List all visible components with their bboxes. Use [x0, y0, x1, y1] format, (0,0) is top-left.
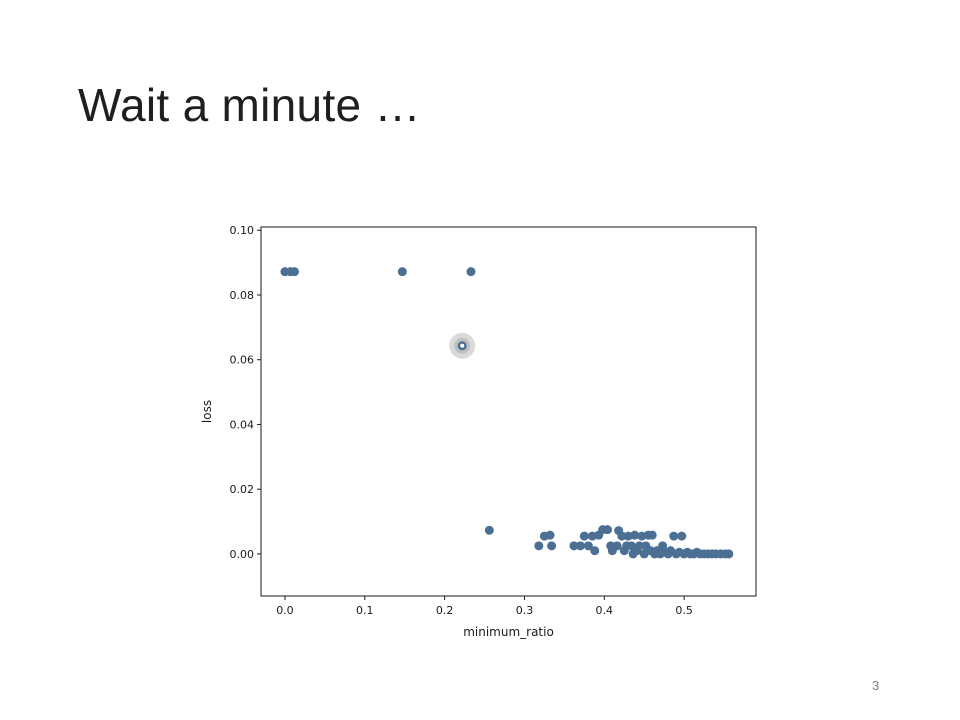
axes-layer: 0.0 0.1 0.2 0.3 0.4 0.5 0.00 0.02 0.04 0.06 0.08 0.… [200, 224, 757, 639]
plot-frame [260, 226, 757, 597]
data-point [634, 541, 644, 551]
data-point [612, 541, 622, 551]
data-point [290, 267, 300, 277]
x-tick-label: 0.4 [596, 604, 614, 617]
y-tick-label: 0.10 [230, 224, 255, 237]
x-tick-label: 0.5 [675, 604, 693, 617]
data-point [630, 530, 640, 540]
slide-title: Wait a minute … [78, 79, 421, 131]
data-point [590, 546, 600, 556]
x-axis-label: minimum_ratio [463, 625, 554, 639]
data-point [724, 549, 734, 559]
data-point [669, 531, 679, 541]
data-point [569, 541, 579, 551]
data-point [547, 541, 557, 551]
data-point [583, 541, 593, 551]
x-tick-label: 0.3 [516, 604, 534, 617]
data-point [617, 531, 627, 541]
data-point [484, 525, 494, 535]
y-tick-label: 0.06 [230, 354, 255, 367]
data-point [466, 267, 476, 277]
data-point [397, 267, 407, 277]
data-point [534, 541, 544, 551]
highlight-marker-center [460, 343, 465, 348]
data-point [545, 530, 555, 540]
y-axis-label: loss [200, 400, 214, 423]
data-point [647, 530, 657, 540]
page-number: 3 [872, 678, 880, 693]
data-point [677, 531, 687, 541]
y-tick-label: 0.02 [230, 483, 255, 496]
y-tick-label: 0.04 [230, 418, 255, 431]
y-tick-label: 0.00 [230, 548, 255, 561]
data-point [579, 531, 589, 541]
data-point [575, 541, 585, 551]
x-tick-label: 0.2 [436, 604, 454, 617]
points-layer [280, 267, 734, 559]
y-tick-label: 0.08 [230, 289, 255, 302]
x-tick-label: 0.1 [356, 604, 374, 617]
data-point [603, 525, 612, 535]
x-tick-label: 0.0 [276, 604, 294, 617]
